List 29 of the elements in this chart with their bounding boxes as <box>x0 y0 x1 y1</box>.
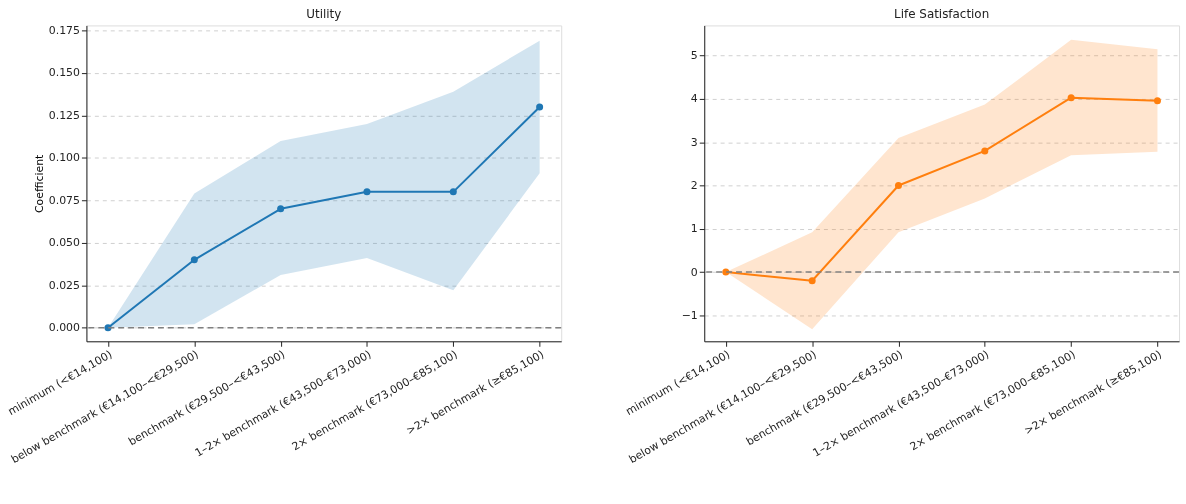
y-tick-label: 5 <box>690 49 698 63</box>
y-tick-label: −1 <box>681 308 698 322</box>
y-tick-label: 0.050 <box>48 236 81 250</box>
point <box>1153 97 1161 105</box>
point <box>808 277 816 285</box>
y-tick-label: 0.175 <box>48 23 80 37</box>
y-tick-label: 0.025 <box>48 278 80 292</box>
y-tick-label: 2 <box>690 179 698 192</box>
point <box>536 103 544 111</box>
chart-title: Utility <box>306 6 342 21</box>
point <box>190 256 198 264</box>
y-axis-title: Coefficient <box>32 153 46 214</box>
y-tick-label: 0.125 <box>48 108 80 122</box>
y-tick-label: 0.100 <box>48 151 81 165</box>
y-tick-label: 0 <box>690 265 698 279</box>
point <box>363 188 371 196</box>
y-tick-label: 0.150 <box>48 66 81 80</box>
point <box>104 324 112 332</box>
point <box>277 205 285 213</box>
chart-title: Life Satisfaction <box>894 7 990 22</box>
point <box>981 147 989 155</box>
point <box>894 182 902 190</box>
y-tick-label: 4 <box>690 92 698 106</box>
point <box>449 188 457 196</box>
y-tick-label: 1 <box>690 222 698 236</box>
point <box>1067 94 1075 102</box>
y-tick-label: 3 <box>690 135 698 149</box>
y-tick-label: 0.000 <box>48 321 81 335</box>
y-tick-label: 0.075 <box>48 193 80 207</box>
